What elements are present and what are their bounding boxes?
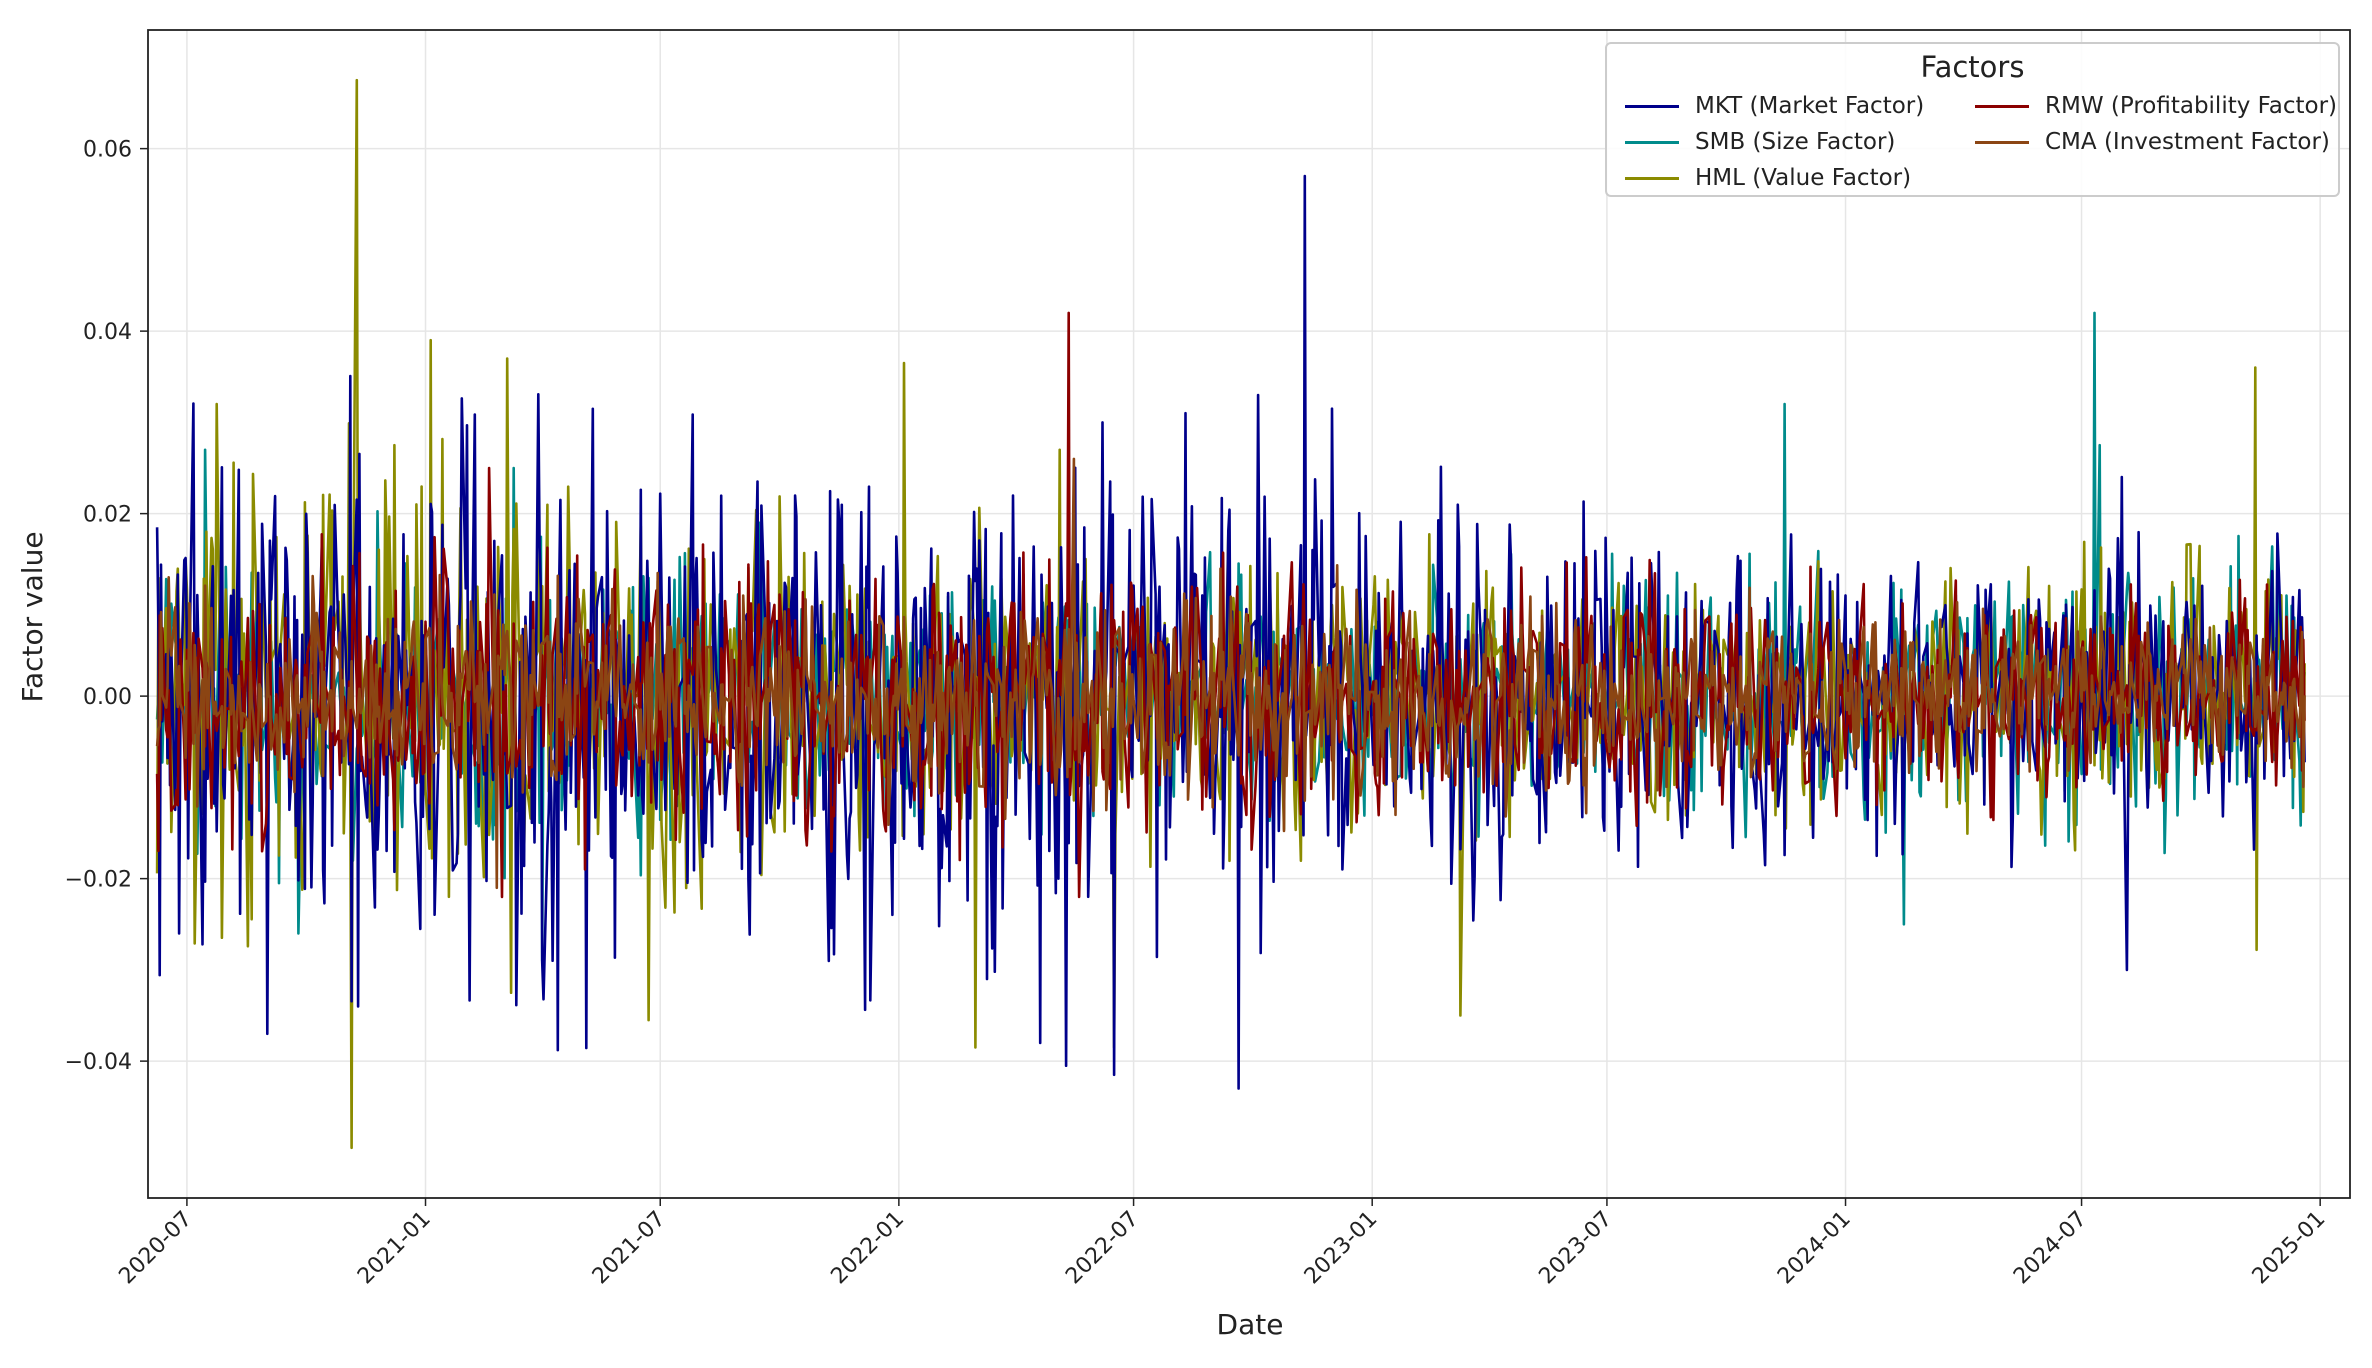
- legend-swatch-hml: [1625, 176, 1679, 180]
- x-tick-label: 2024-01: [1773, 1207, 1856, 1290]
- legend-swatch-rmw: [1975, 104, 2029, 108]
- legend-swatch-cma: [1975, 140, 2029, 144]
- y-tick-label: 0.00: [83, 685, 132, 710]
- legend-item-hml: HML (Value Factor): [1625, 161, 1911, 195]
- legend-item-cma: CMA (Investment Factor): [1975, 125, 2330, 159]
- x-tick-label: 2025-01: [2248, 1207, 2331, 1290]
- x-tick-label: 2021-01: [353, 1207, 436, 1290]
- legend-label-rmw: RMW (Profitability Factor): [2045, 93, 2338, 119]
- y-tick-label: 0.04: [83, 320, 132, 345]
- plot-frame: [147, 29, 2351, 1199]
- legend-label-cma: CMA (Investment Factor): [2045, 129, 2330, 155]
- y-tick-label: −0.02: [65, 868, 132, 893]
- y-tick-label: −0.04: [65, 1050, 132, 1075]
- legend-title: Factors: [1920, 50, 2025, 84]
- legend-swatch-mkt: [1625, 104, 1679, 108]
- series-layer: [155, 78, 2306, 1150]
- series-line-cma: [155, 457, 2306, 890]
- x-tick-label: 2022-01: [826, 1207, 909, 1290]
- legend: Factors MKT (Market Factor) SMB (Size Fa…: [1605, 42, 2340, 197]
- legend-label-smb: SMB (Size Factor): [1695, 129, 1896, 155]
- x-tick-label: 2021-07: [588, 1207, 671, 1290]
- legend-swatch-smb: [1625, 140, 1679, 144]
- legend-item-mkt: MKT (Market Factor): [1625, 89, 1924, 123]
- x-tick-label: 2024-07: [2009, 1207, 2092, 1290]
- legend-item-smb: SMB (Size Factor): [1625, 125, 1895, 159]
- x-tick-label: 2022-07: [1061, 1207, 1144, 1290]
- y-tick-label: 0.02: [83, 503, 132, 528]
- x-tick-label: 2023-07: [1534, 1207, 1617, 1290]
- x-tick-label: 2020-07: [114, 1207, 197, 1290]
- frame-layer: [147, 29, 2351, 1199]
- legend-label-mkt: MKT (Market Factor): [1695, 93, 1925, 119]
- legend-label-hml: HML (Value Factor): [1695, 165, 1912, 191]
- y-tick-label: 0.06: [83, 138, 132, 163]
- x-axis-label: Date: [1217, 1308, 1284, 1341]
- x-tick-label: 2023-01: [1300, 1207, 1383, 1290]
- legend-item-rmw: RMW (Profitability Factor): [1975, 89, 2337, 123]
- y-axis-label: Factor value: [16, 531, 49, 702]
